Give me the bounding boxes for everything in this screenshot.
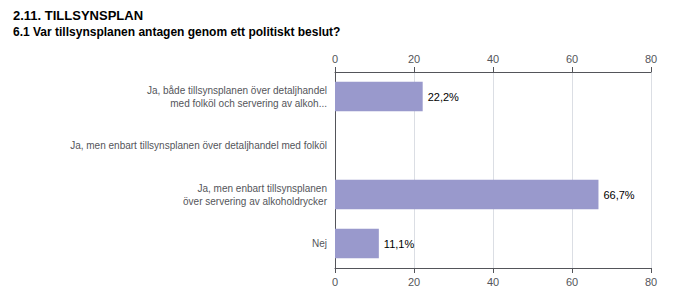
svg-text:40: 40 [487,53,499,65]
svg-text:med folköl och servering av al: med folköl och servering av alkoh... [170,98,327,109]
svg-text:80: 80 [645,53,657,65]
svg-text:0: 0 [332,53,338,65]
svg-text:60: 60 [566,276,578,288]
svg-text:Nej: Nej [312,238,327,249]
svg-text:20: 20 [408,276,420,288]
svg-text:60: 60 [566,53,578,65]
svg-text:66,7%: 66,7% [603,189,634,201]
svg-text:över servering av alkoholdryck: över servering av alkoholdrycker [183,196,328,207]
svg-text:2.11. TILLSYNSPLAN: 2.11. TILLSYNSPLAN [13,8,143,23]
svg-text:40: 40 [487,276,499,288]
svg-text:20: 20 [408,53,420,65]
svg-text:6.1 Var tillsynsplanen antagen: 6.1 Var tillsynsplanen antagen genom ett… [13,25,340,39]
svg-text:Ja, både tillsynsplanen över d: Ja, både tillsynsplanen över detaljhande… [147,85,327,96]
svg-text:0: 0 [332,276,338,288]
svg-text:11,1%: 11,1% [384,238,415,250]
svg-text:Ja, men enbart tillsynsplanen: Ja, men enbart tillsynsplanen [197,183,327,194]
svg-text:80: 80 [645,276,657,288]
svg-text:Ja, men enbart tillsynsplanen: Ja, men enbart tillsynsplanen över detal… [70,140,327,151]
svg-text:22,2%: 22,2% [428,91,459,103]
